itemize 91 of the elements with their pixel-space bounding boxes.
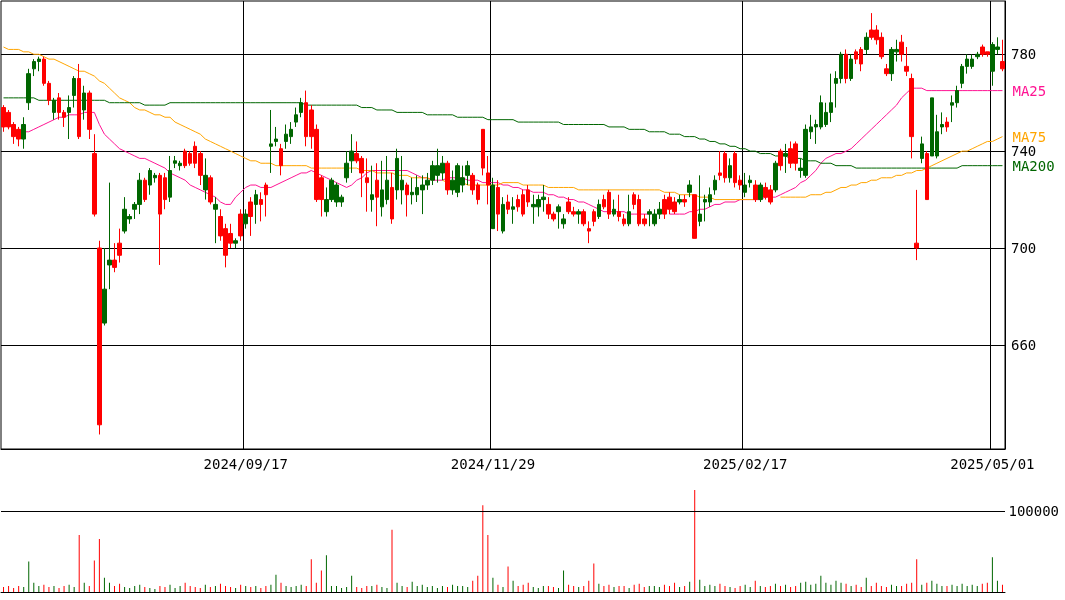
candlestick	[294, 107, 298, 128]
candlestick	[592, 208, 596, 227]
series-label: MA200	[1012, 157, 1055, 174]
candlestick	[581, 208, 586, 227]
candlestick	[264, 182, 268, 218]
candlestick	[698, 174, 702, 227]
candlestick	[904, 46, 909, 77]
candlestick	[728, 157, 732, 184]
y-tick-label: 740	[1011, 143, 1037, 160]
candlestick	[627, 194, 631, 227]
candlestick	[375, 162, 379, 227]
candlestick	[349, 133, 354, 174]
candlestick	[692, 194, 697, 239]
y-tick-label: 700	[1011, 240, 1037, 257]
candlestick	[975, 51, 980, 60]
candlestick	[597, 199, 601, 220]
candlestick	[849, 53, 853, 82]
candlestick	[274, 126, 278, 147]
candlestick	[77, 63, 81, 140]
candlestick	[920, 136, 924, 164]
y-tick-label: 660	[1011, 336, 1037, 353]
candlestick	[92, 133, 97, 218]
candlestick	[748, 174, 752, 188]
x-tick-label: 2024/09/17	[203, 456, 288, 472]
candlestick	[622, 213, 626, 227]
series-label: MA25	[1012, 82, 1047, 99]
candlestick	[925, 150, 929, 201]
candlestick	[561, 213, 566, 230]
candlestick	[773, 160, 778, 193]
candlestick	[370, 165, 374, 213]
candlestick	[753, 179, 758, 203]
candlestick	[506, 194, 510, 215]
candlestick	[208, 174, 213, 205]
candlestick	[491, 177, 495, 230]
text: 100000	[1008, 503, 1060, 520]
candlestick	[107, 182, 112, 290]
candlestick	[909, 73, 914, 159]
x-tick-label: 2025/05/01	[950, 456, 1035, 472]
candlestick	[511, 196, 515, 225]
candlestick	[587, 220, 591, 244]
candlestick	[168, 155, 172, 203]
candlestick	[390, 172, 394, 225]
candlestick	[445, 160, 450, 196]
candlestick	[269, 109, 273, 174]
candlestick	[758, 182, 763, 203]
candlestick	[682, 194, 687, 208]
candlestick	[1000, 39, 1005, 72]
candlestick	[365, 157, 369, 213]
candlestick	[233, 237, 238, 249]
series-label: MA75	[1012, 128, 1047, 145]
candlestick	[576, 208, 581, 225]
candlestick	[213, 196, 218, 244]
candlestick	[914, 189, 919, 261]
candlestick	[713, 174, 717, 196]
candlestick	[405, 182, 409, 218]
candlestick	[884, 63, 889, 77]
candlestick	[102, 247, 107, 326]
candlestick	[556, 203, 561, 230]
candlestick	[238, 208, 243, 242]
candlestick	[844, 48, 848, 84]
candlestick	[940, 111, 944, 135]
candlestick	[617, 194, 621, 222]
candlestick	[486, 155, 490, 205]
candlestick	[254, 189, 258, 225]
candlestick	[778, 148, 783, 172]
candlestick	[501, 196, 505, 234]
candlestick	[87, 90, 92, 140]
candlestick	[243, 208, 248, 230]
candlestick	[864, 31, 869, 55]
candlestick	[687, 179, 692, 198]
candlestick	[899, 34, 904, 63]
candlestick	[259, 191, 263, 222]
candlestick	[112, 242, 117, 273]
candlestick	[203, 157, 208, 201]
candlestick	[97, 240, 102, 435]
candlestick	[612, 199, 616, 218]
x-tick-label: 2025/02/17	[703, 456, 788, 472]
candlestick	[21, 116, 26, 150]
candlestick	[481, 128, 485, 176]
candlestick	[279, 143, 283, 176]
candlestick	[496, 179, 500, 232]
candlestick	[677, 194, 682, 205]
x-tick-label: 2024/11/29	[450, 456, 536, 472]
candlestick	[945, 116, 949, 133]
candlestick	[465, 160, 470, 186]
candlestick	[143, 177, 147, 203]
candlestick	[344, 150, 349, 184]
candlestick	[248, 196, 253, 237]
candlestick	[743, 172, 747, 198]
y-tick-label: 780	[1011, 46, 1037, 63]
candlestick	[117, 228, 122, 264]
